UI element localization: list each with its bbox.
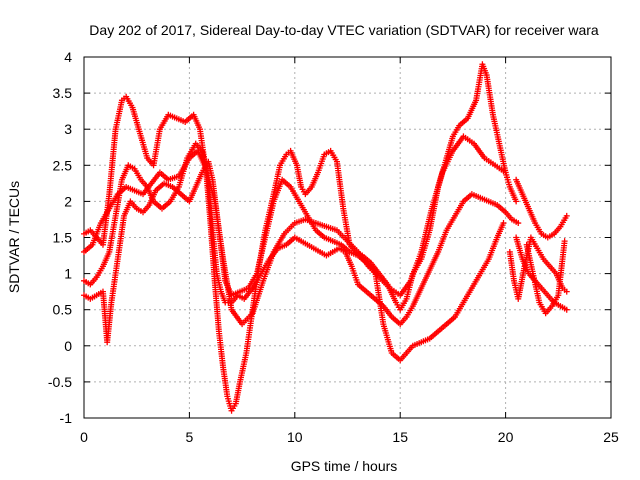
- y-tick-label: 4: [64, 49, 72, 65]
- x-tick-label: 20: [498, 429, 514, 445]
- y-tick-label: 1.5: [53, 230, 73, 246]
- series-track-h: [523, 238, 568, 317]
- x-axis-label: GPS time / hours: [291, 458, 398, 474]
- x-tick-label: 10: [287, 429, 303, 445]
- data-series: [81, 61, 570, 414]
- y-tick-label: 0.5: [53, 302, 73, 318]
- y-axis-label: SDTVAR / TECUs: [6, 181, 22, 293]
- data-point: [513, 198, 520, 205]
- y-tick-label: 3: [64, 121, 72, 137]
- data-point: [563, 306, 570, 313]
- x-tick-label: 5: [186, 429, 194, 445]
- series-track-e: [513, 176, 570, 241]
- y-tick-label: -0.5: [48, 374, 72, 390]
- data-point: [500, 220, 507, 227]
- y-tick-label: -1: [60, 410, 73, 426]
- data-point: [563, 212, 570, 219]
- data-point: [563, 288, 570, 295]
- y-tick-label: 2: [64, 193, 72, 209]
- x-tick-label: 25: [603, 429, 619, 445]
- x-tick-label: 0: [80, 429, 88, 445]
- axis-ticks: 0 5 10 15 20 25 -1 -0.5 0 0.5 1 1.5 2 2.5 3 3.5 4: [48, 49, 619, 445]
- data-point: [561, 238, 568, 245]
- series-track-b: [81, 140, 522, 328]
- y-tick-label: 2.5: [53, 157, 73, 173]
- data-point: [515, 220, 522, 227]
- grid: [84, 57, 611, 418]
- y-tick-label: 3.5: [53, 85, 73, 101]
- data-point: [502, 169, 509, 176]
- chart-title: Day 202 of 2017, Sidereal Day-to-day VTE…: [89, 22, 599, 38]
- y-tick-label: 1: [64, 266, 72, 282]
- x-tick-label: 15: [392, 429, 408, 445]
- series-track-d: [81, 133, 509, 328]
- y-tick-label: 0: [64, 338, 72, 354]
